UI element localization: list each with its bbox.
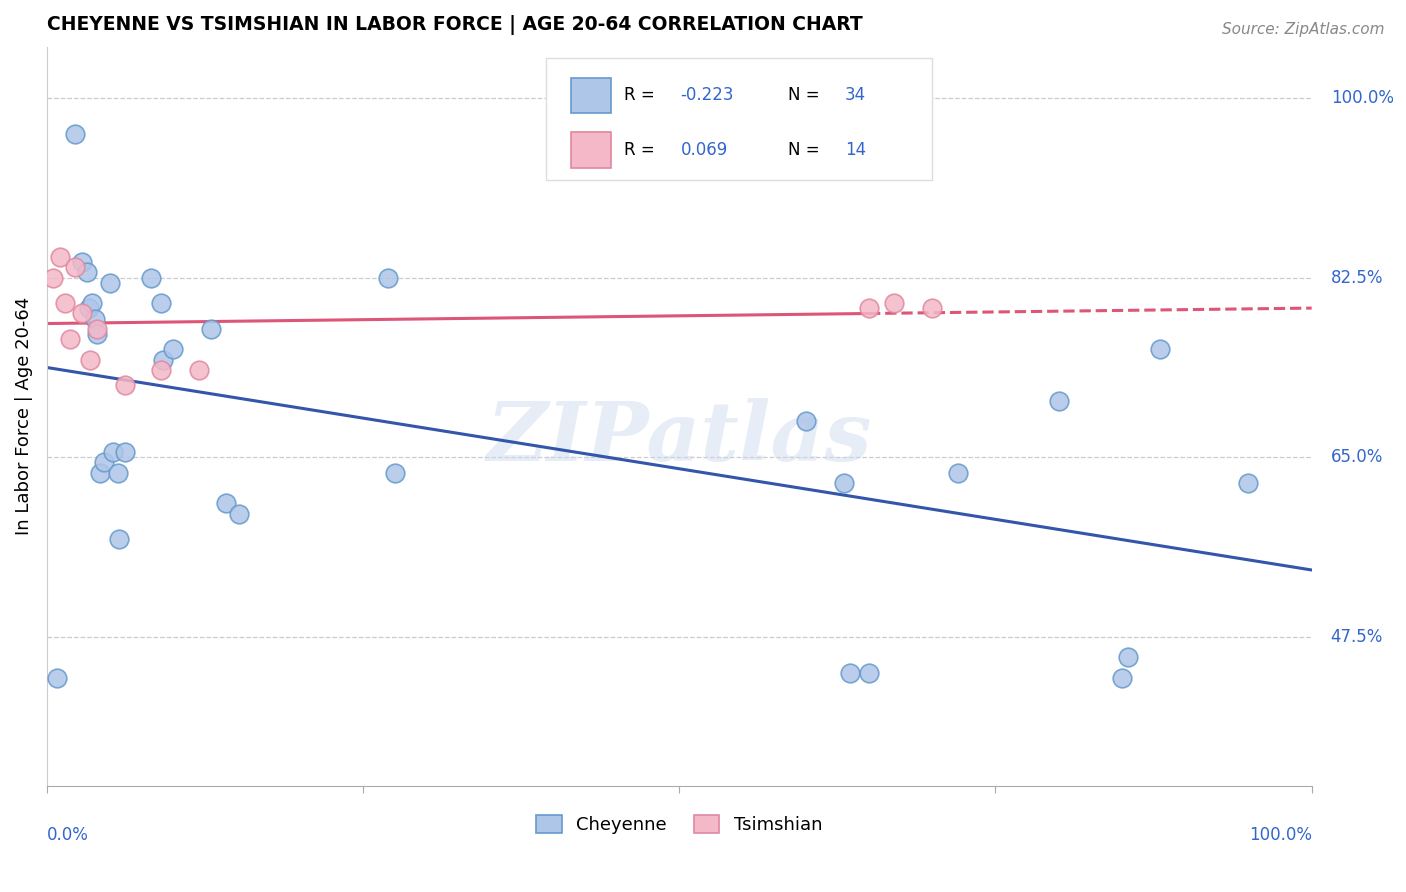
Point [1116,650,1139,665]
Text: R =: R = [624,87,654,104]
Point [1111,671,1133,685]
Text: CHEYENNE VS TSIMSHIAN IN LABOR FORCE | AGE 20-64 CORRELATION CHART: CHEYENNE VS TSIMSHIAN IN LABOR FORCE | A… [46,15,863,35]
Point [149,296,172,310]
Point [82,296,104,310]
Text: N =: N = [787,87,820,104]
Point [72,306,94,320]
Text: ZIPatlas: ZIPatlas [486,398,872,478]
Text: R =: R = [624,141,654,159]
Point [107,466,129,480]
Text: 34: 34 [845,87,866,104]
Text: N =: N = [787,141,820,159]
Text: 100.0%: 100.0% [1249,826,1312,844]
Point [63,127,86,141]
Text: -0.223: -0.223 [681,87,734,104]
Y-axis label: In Labor Force | Age 20-64: In Labor Force | Age 20-64 [15,297,32,535]
Point [79,352,101,367]
Point [63,260,86,275]
Bar [571,133,612,168]
Point [59,332,82,346]
Legend: Cheyenne, Tsimshian: Cheyenne, Tsimshian [527,806,831,843]
Point [215,496,238,510]
Text: 0.0%: 0.0% [46,826,89,844]
Point [98,276,121,290]
Point [228,507,250,521]
Point [114,378,136,392]
Point [858,665,880,680]
Point [858,301,880,316]
Point [84,311,107,326]
Point [53,296,76,310]
Point [76,265,98,279]
Text: Source: ZipAtlas.com: Source: ZipAtlas.com [1222,22,1385,37]
Point [883,296,905,310]
Point [42,270,65,285]
Point [1047,393,1070,408]
FancyBboxPatch shape [547,58,932,179]
Point [139,270,162,285]
Point [1237,475,1260,490]
Point [114,445,136,459]
Point [839,665,862,680]
Point [832,475,855,490]
Point [921,301,943,316]
Point [946,466,969,480]
Point [48,250,70,264]
Point [794,414,817,428]
Text: 0.069: 0.069 [681,141,728,159]
Point [384,466,406,480]
Point [86,326,108,341]
Point [149,363,172,377]
Point [1149,343,1171,357]
Point [46,671,69,685]
Point [152,352,174,367]
Point [77,301,100,316]
Point [93,455,115,469]
Point [101,445,124,459]
Point [187,363,209,377]
Point [86,322,108,336]
Point [72,255,94,269]
Text: 100.0%: 100.0% [1330,89,1393,107]
Point [377,270,399,285]
Point [162,343,184,357]
Point [108,533,131,547]
Point [200,322,222,336]
Bar [571,78,612,113]
Text: 14: 14 [845,141,866,159]
Text: 82.5%: 82.5% [1330,268,1384,286]
Point [89,466,111,480]
Text: 65.0%: 65.0% [1330,448,1384,467]
Text: 47.5%: 47.5% [1330,628,1384,646]
